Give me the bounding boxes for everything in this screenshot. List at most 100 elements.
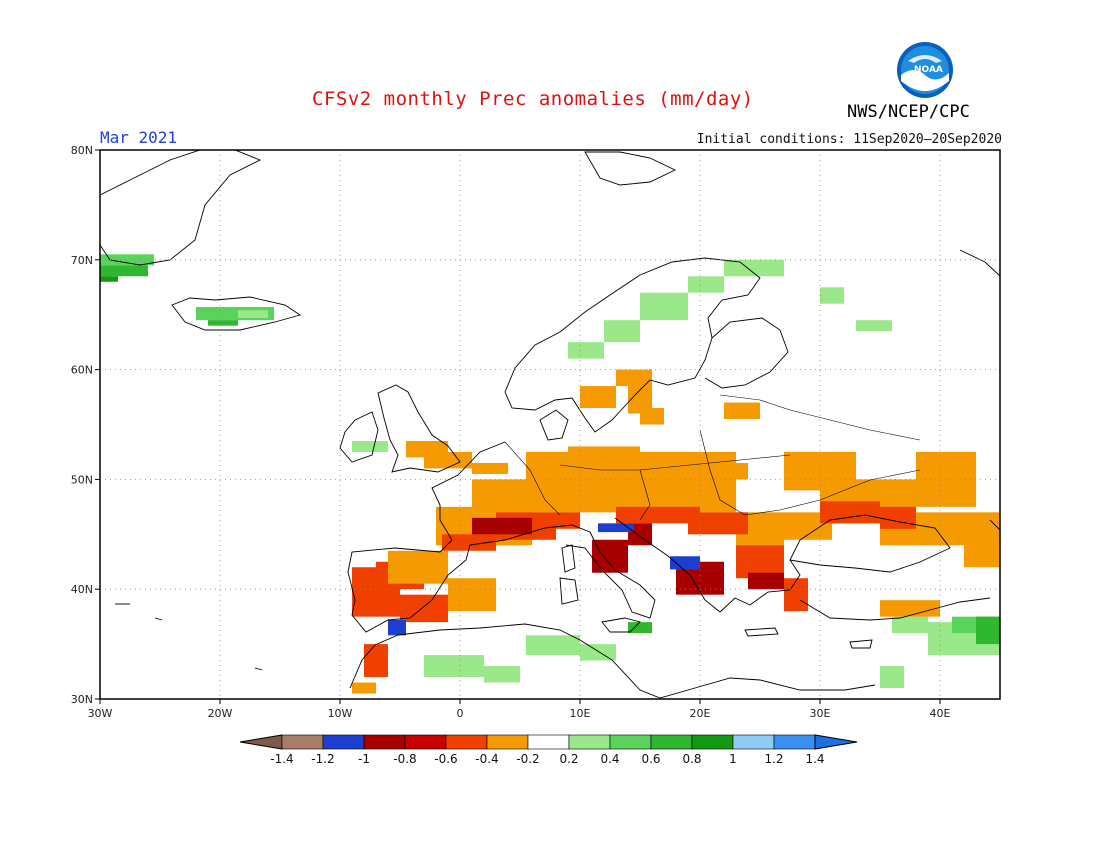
anomaly-cell <box>472 462 508 474</box>
colorbar-swatch <box>773 734 816 750</box>
anomaly-cell <box>976 616 1000 645</box>
anomaly-cell <box>526 635 580 656</box>
anomaly-cell <box>472 517 532 535</box>
initial-conditions: Initial conditions: 11Sep2020–20Sep2020 <box>696 132 1002 147</box>
lon-tick-label: 20E <box>690 707 711 720</box>
colorbar-label: 0.8 <box>682 752 701 766</box>
anomaly-cell <box>964 539 1000 568</box>
anomaly-cell <box>100 276 118 282</box>
colorbar-swatch <box>732 734 775 750</box>
colorbar-swatch <box>650 734 693 750</box>
lon-tick-label: 10E <box>570 707 591 720</box>
anomaly-cell <box>238 310 268 318</box>
anomaly-cell <box>598 523 634 533</box>
logo-text: NOAA <box>914 65 943 75</box>
noaa-logo-icon: NOAA <box>897 42 953 98</box>
colorbar-label: -0.4 <box>475 752 498 766</box>
anomaly-cell <box>670 556 700 570</box>
colorbar-min-arrow <box>239 734 283 750</box>
lat-tick-label: 50N <box>71 473 93 486</box>
anomaly-cell <box>442 534 496 551</box>
anomaly-cell <box>880 666 904 689</box>
anomaly-cell <box>892 616 928 634</box>
anomaly-cell <box>688 512 748 535</box>
forecast-month: Mar 2021 <box>100 128 178 147</box>
anomaly-cell <box>688 276 724 293</box>
lon-tick-label: 20W <box>208 707 233 720</box>
anomaly-cell <box>484 666 520 683</box>
anomaly-cell <box>352 682 376 694</box>
anomaly-cell <box>880 600 940 617</box>
lat-tick-label: 70N <box>71 254 93 267</box>
anomaly-cell <box>592 539 628 573</box>
anomaly-cell <box>724 402 760 420</box>
anomaly-cell <box>820 501 880 524</box>
anomaly-cell <box>352 440 388 452</box>
lat-tick-label: 80N <box>71 144 93 157</box>
colorbar-label: -1.4 <box>270 752 293 766</box>
lon-tick-label: 30W <box>88 707 113 720</box>
anomaly-cell <box>784 578 808 612</box>
anomaly-cell <box>640 292 688 321</box>
anomaly-cell <box>100 265 148 277</box>
anomaly-layer <box>100 254 1000 694</box>
colorbar-label: 0.6 <box>641 752 660 766</box>
colorbar-swatch <box>281 734 324 750</box>
anomaly-cell <box>364 644 388 678</box>
chart-title: CFSv2 monthly Prec anomalies (mm/day) <box>312 88 754 110</box>
anomaly-cell <box>448 578 496 612</box>
anomaly-cell <box>388 550 448 584</box>
colorbar-swatch <box>527 734 570 750</box>
colorbar-swatch <box>486 734 529 750</box>
map-frame <box>99 149 1001 700</box>
anomaly-cell <box>424 655 484 678</box>
anomaly-cell <box>208 320 238 326</box>
anomaly-cell <box>604 320 640 343</box>
anomaly-cell <box>880 506 916 529</box>
lon-tick-label: 0 <box>457 707 464 720</box>
anomaly-cell <box>400 594 448 623</box>
colorbar-label: -1 <box>358 752 370 766</box>
anomaly-cell <box>748 572 784 590</box>
anomaly-cell <box>628 622 652 634</box>
colorbar-label: 0.2 <box>559 752 578 766</box>
anomaly-cell <box>568 342 604 359</box>
anomaly-cell <box>388 619 406 636</box>
colorbar-label: 1.2 <box>764 752 783 766</box>
anomaly-cell <box>616 506 700 524</box>
colorbar-label: 1.4 <box>805 752 824 766</box>
anomaly-cell <box>556 512 580 529</box>
colorbar-swatch <box>568 734 611 750</box>
colorbar-max-arrow <box>814 734 858 750</box>
colorbar-label: 1 <box>729 752 737 766</box>
colorbar-swatch <box>322 734 365 750</box>
colorbar-label: -0.6 <box>434 752 457 766</box>
agency-label: NWS/NCEP/CPC <box>847 102 970 122</box>
colorbar-swatch <box>445 734 488 750</box>
colorbar-label: -0.2 <box>516 752 539 766</box>
anomaly-cell <box>700 462 748 480</box>
anomaly-cell <box>820 287 844 304</box>
lat-tick-label: 40N <box>71 583 93 596</box>
colorbar-swatch <box>691 734 734 750</box>
colorbar-label: 0.4 <box>600 752 619 766</box>
anomaly-cell <box>580 644 616 661</box>
axis-ticks: 30W 20W 10W 0 10E 20E 30E 40E 30N 40N 50N 60N 70N 80N <box>71 144 951 720</box>
anomaly-cell <box>856 320 892 332</box>
anomaly-cell <box>616 369 652 387</box>
anomaly-cell <box>100 254 154 266</box>
lon-tick-label: 30E <box>810 707 831 720</box>
lon-tick-label: 40E <box>930 707 951 720</box>
anomaly-cell <box>580 386 616 409</box>
lon-tick-label: 10W <box>328 707 353 720</box>
coastlines <box>99 149 1001 699</box>
colorbar-swatch <box>363 734 406 750</box>
lat-tick-label: 30N <box>71 693 93 706</box>
colorbar-label: -0.8 <box>393 752 416 766</box>
lat-tick-label: 60N <box>71 364 93 377</box>
colorbar-swatch <box>404 734 447 750</box>
graticule <box>100 150 1000 699</box>
colorbar-label: -1.2 <box>311 752 334 766</box>
anomaly-cell <box>640 408 664 425</box>
